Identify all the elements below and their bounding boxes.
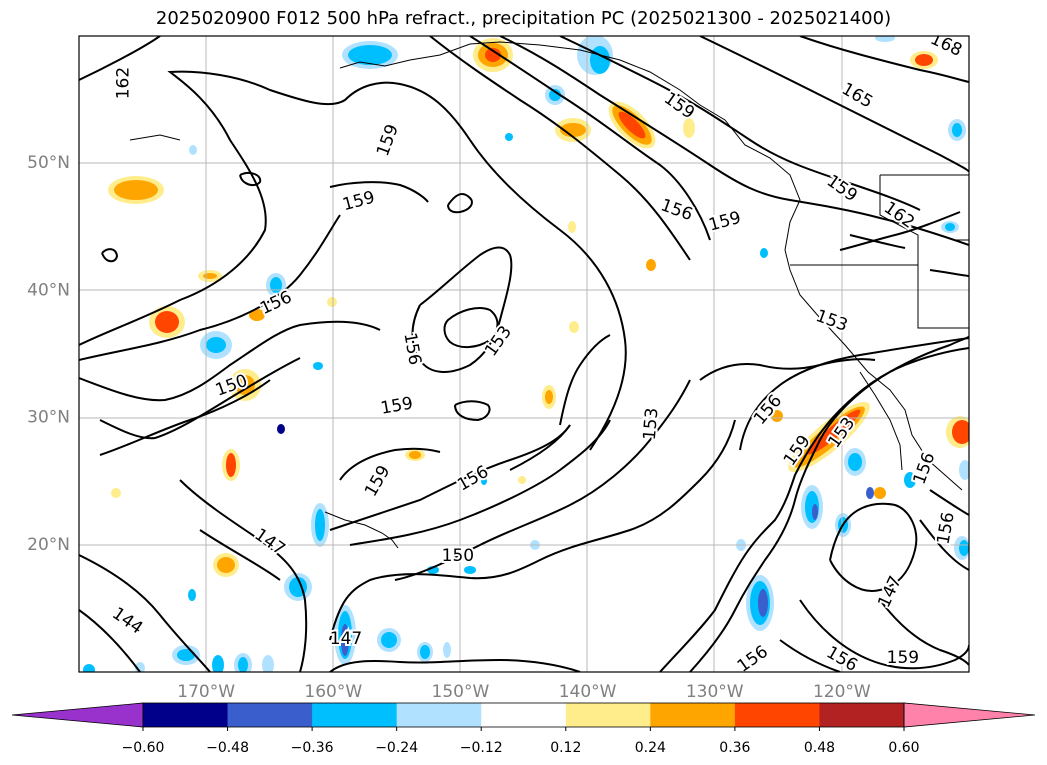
lat-tick-label: 30°N [27,408,70,428]
contour-label: 159 [707,208,744,236]
height-contours [79,36,969,672]
longitude-labels: 170°W 160°W 150°W 140°W 130°W 120°W [177,682,871,702]
colorbar-tick-label: −0.12 [460,740,503,756]
map-title: 2025020900 F012 500 hPa refract., precip… [155,8,892,29]
contour-label: 162 [114,67,134,99]
contour-label: 156 [750,391,786,429]
map-frame [78,35,970,673]
colorbar-tick-label: −0.48 [206,740,249,756]
contour-label: 153 [481,322,516,360]
colorbar-segment [143,703,229,727]
colorbar-segment [650,703,736,727]
colorbar-extend-high [903,702,1036,728]
contour-label: 156 [933,511,958,546]
contour-label: 147 [251,525,289,560]
grid-lines [79,36,969,672]
colorbar-tick-label: 0.24 [635,740,666,756]
colorbar-tick-label: 0.48 [804,740,835,756]
colorbar-segment [734,703,820,727]
contour-label: 156 [257,287,295,319]
lon-tick-label: 140°W [559,682,617,702]
lat-tick-label: 20°N [27,535,70,555]
lon-tick-label: 170°W [177,682,235,702]
colorbar-segment [565,703,651,727]
contour-label: 144 [108,604,146,639]
lon-tick-label: 130°W [686,682,744,702]
colorbar-segment [312,703,398,727]
lat-tick-label: 50°N [27,153,70,173]
contour-label: 159 [373,122,403,159]
contour-label: 153 [640,407,663,441]
contour-label: 159 [660,88,698,123]
colorbar-segment [481,703,567,727]
colorbar-segment [227,703,313,727]
colorbar-segment [819,703,905,727]
colorbar-outline [142,702,905,728]
colorbar-extend-low [11,702,144,728]
contour-label: 159 [379,393,414,418]
precipitation-shading [83,36,969,672]
lat-tick-label: 40°N [27,280,70,300]
colorbar-tick-label: 0.36 [719,740,750,756]
contour-label: 159 [887,648,919,668]
contour-label: 156 [399,331,424,366]
contour-label: 147 [330,629,362,649]
lon-tick-label: 150°W [432,682,490,702]
lon-tick-label: 120°W [813,682,871,702]
latitude-labels: 50°N 40°N 30°N 20°N [27,153,70,555]
contour-label: 159 [340,188,377,216]
colorbar-segment [396,703,482,727]
coastlines [129,41,969,549]
colorbar-tick-label: −0.60 [122,740,165,756]
contour-label: 159 [361,462,395,500]
colorbar-tick-label: −0.36 [291,740,334,756]
contour-label: 153 [813,306,850,336]
colorbar: −0.60 −0.48 −0.36 −0.24 −0.12 0.12 0.24 0.36 0.4… [11,702,1036,756]
lon-tick-label: 160°W [304,682,362,702]
colorbar-tick-label: 0.12 [550,740,581,756]
contour-label: 150 [442,546,474,566]
colorbar-tick-label: −0.24 [375,740,418,756]
colorbar-tick-label: 0.60 [888,740,919,756]
contour-label: 156 [910,450,940,487]
